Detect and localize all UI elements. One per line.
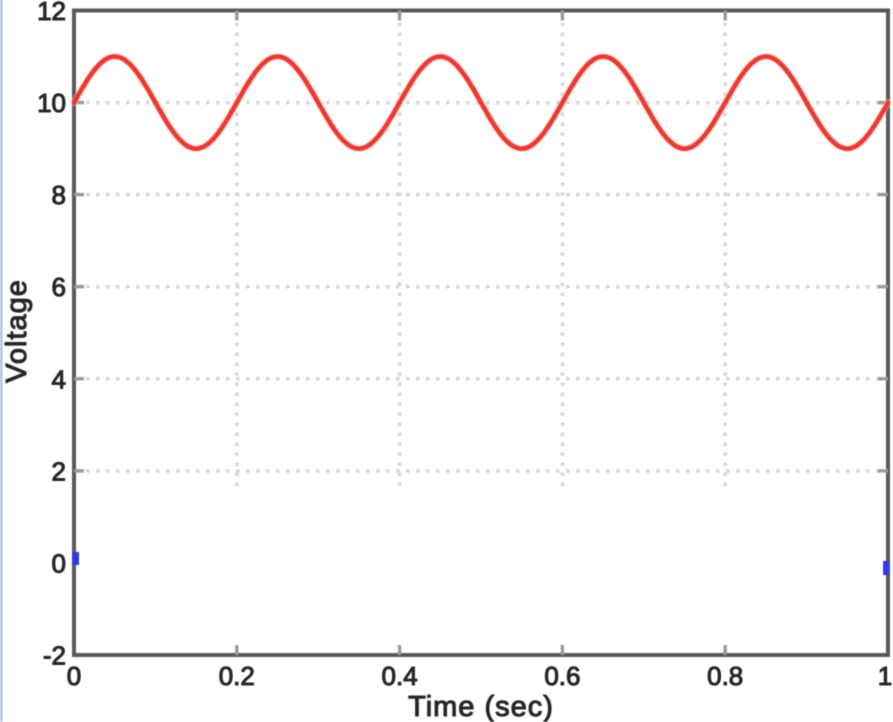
svg-text:1: 1 <box>878 661 892 691</box>
svg-text:6: 6 <box>52 272 66 302</box>
svg-text:0.8: 0.8 <box>707 661 743 691</box>
svg-text:8: 8 <box>52 180 66 210</box>
svg-text:0: 0 <box>52 548 66 578</box>
svg-text:10: 10 <box>37 88 66 118</box>
svg-text:0.2: 0.2 <box>219 661 255 691</box>
svg-text:12: 12 <box>37 0 66 26</box>
svg-text:Voltage: Voltage <box>1 279 33 383</box>
svg-text:-2: -2 <box>43 641 66 671</box>
svg-text:2: 2 <box>52 456 66 486</box>
svg-text:0.6: 0.6 <box>544 661 580 691</box>
svg-text:0: 0 <box>67 661 81 691</box>
svg-text:Time (sec): Time (sec) <box>408 691 554 722</box>
svg-text:4: 4 <box>52 364 66 394</box>
svg-text:0.4: 0.4 <box>382 661 418 691</box>
